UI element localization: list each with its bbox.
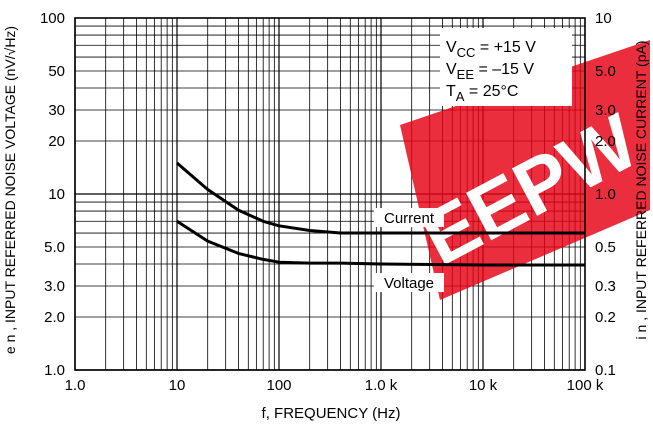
x-tick-labels: 1.0 10 100 1.0 k 10 k 100 k [65, 377, 604, 394]
right-tick-label: 0.3 [595, 278, 616, 295]
left-tick-label: 30 [48, 102, 65, 119]
right-tick-label: 2.0 [595, 133, 616, 150]
right-tick-labels: 0.1 0.2 0.3 0.5 1.0 2.0 3.0 5.0 10 [595, 10, 616, 379]
left-tick-label: 100 [40, 10, 65, 27]
right-tick-label: 5.0 [595, 63, 616, 80]
left-axis-label: e n , INPUT REFERRED NOISE VOLTAGE (nV/√… [2, 26, 18, 354]
series-label-bg [374, 273, 444, 293]
right-tick-label: 0.2 [595, 309, 616, 326]
series-lines: Current Voltage [176, 161, 585, 293]
condition-line: VCC = +15 V [446, 39, 536, 60]
left-tick-label: 1.0 [44, 362, 65, 379]
series-label-current: Current [384, 210, 435, 227]
x-tick-label: 100 k [567, 377, 604, 394]
right-tick-label: 0.5 [595, 239, 616, 256]
x-tick-label: 10 k [469, 377, 498, 394]
x-tick-label: 100 [266, 377, 291, 394]
plot-frame [74, 17, 586, 371]
x-tick-label: 1.0 [65, 377, 86, 394]
condition-line: TA = 25°C [446, 83, 518, 104]
right-tick-label: 1.0 [595, 186, 616, 203]
grid [74, 18, 585, 371]
series-label-bg [374, 208, 444, 228]
x-tick-label: 1.0 k [365, 377, 398, 394]
left-tick-label: 10 [48, 186, 65, 203]
right-tick-label: 0.1 [595, 362, 616, 379]
x-axis-label: f, FREQUENCY (Hz) [262, 405, 401, 422]
left-tick-label: 5.0 [44, 239, 65, 256]
right-tick-label: 10 [595, 10, 612, 27]
left-tick-label: 3.0 [44, 278, 65, 295]
left-tick-label: 20 [48, 133, 65, 150]
conditions-box [440, 28, 572, 106]
condition-line: VEE = –15 V [446, 61, 534, 82]
series-line-current [176, 161, 585, 235]
right-axis-label: i n , INPUT REFERRED NOISE CURRENT (pA) [633, 41, 649, 340]
x-tick-label: 10 [169, 377, 186, 394]
series-line-voltage [176, 220, 585, 267]
left-tick-label: 2.0 [44, 309, 65, 326]
left-tick-label: 50 [48, 63, 65, 80]
series-label-voltage: Voltage [384, 275, 434, 292]
left-tick-labels: 1.0 2.0 3.0 5.0 10 20 30 50 100 [40, 10, 65, 379]
right-tick-label: 3.0 [595, 102, 616, 119]
